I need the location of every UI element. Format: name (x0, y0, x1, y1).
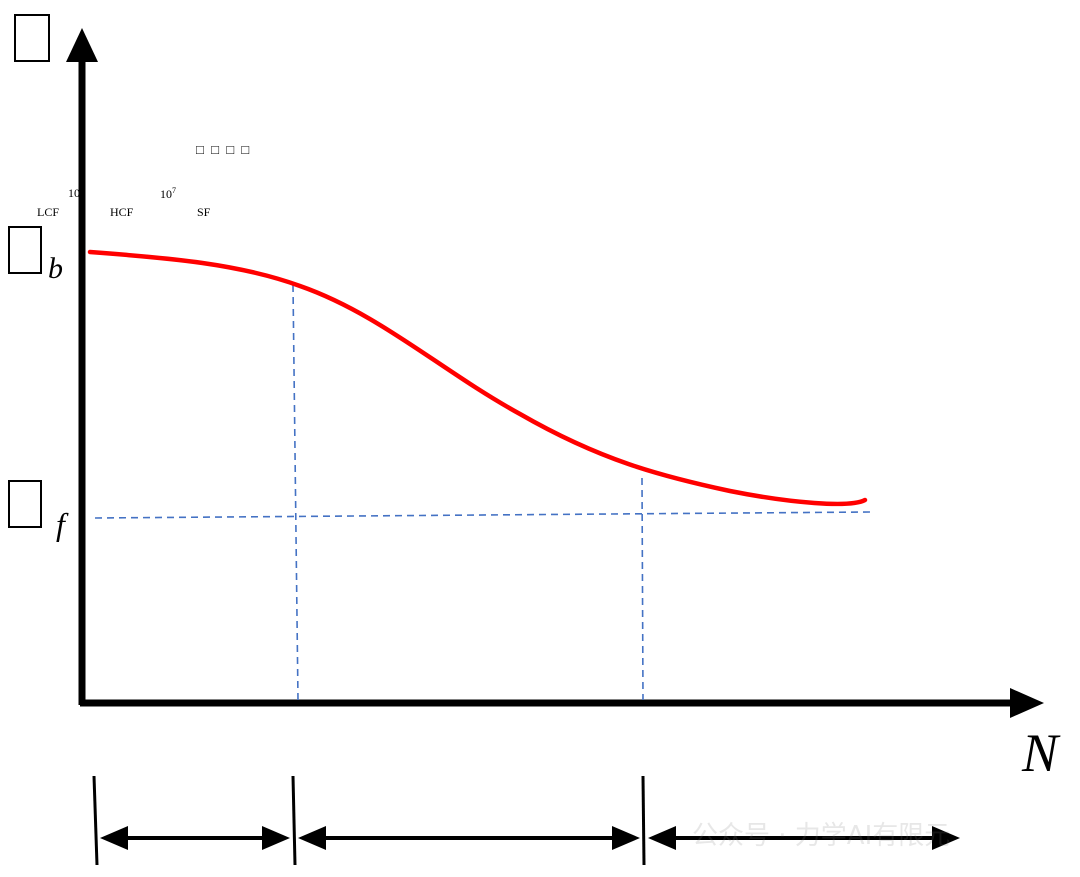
lcf-arrowhead-left (100, 826, 128, 850)
sf-label: SF (197, 205, 211, 219)
lcf-label: LCF (37, 205, 60, 219)
hcf-sf-boundary-guide (641, 477, 644, 701)
tick-1-label: 10 (68, 186, 80, 200)
x-axis-arrowhead (1010, 688, 1044, 718)
upper-level-subscript: b (48, 252, 63, 285)
y-axis-arrowhead (66, 28, 98, 62)
lcf-hcf-boundary-guide (292, 284, 299, 701)
tick-2-exponent: 7 (172, 186, 176, 195)
header-note: □ □ □ □ (196, 142, 252, 157)
watermark: 公众号 · 力学AI有限元 (692, 821, 951, 851)
y-axis-symbol-box (14, 14, 50, 62)
fatigue-limit-guide (94, 511, 871, 519)
region-tick-left (92, 775, 99, 866)
lower-level-symbol-box (8, 480, 42, 528)
hcf-label: HCF (110, 205, 134, 219)
tick-2-label: 107 (160, 186, 176, 202)
sf-arrowhead-right (932, 826, 960, 850)
upper-level-symbol-box (8, 226, 42, 274)
hcf-arrowhead-right (612, 826, 640, 850)
x-axis-symbol: N (1022, 723, 1059, 783)
region-tick-hcf-sf (641, 775, 646, 866)
tick-2-base: 10 (160, 187, 172, 201)
hcf-arrowhead-left (298, 826, 326, 850)
region-tick-lcf-hcf (291, 775, 297, 866)
sf-arrowhead-left (648, 826, 676, 850)
s-n-curve (87, 249, 868, 507)
lower-level-subscript: f (56, 506, 65, 542)
lcf-arrowhead-right (262, 826, 290, 850)
